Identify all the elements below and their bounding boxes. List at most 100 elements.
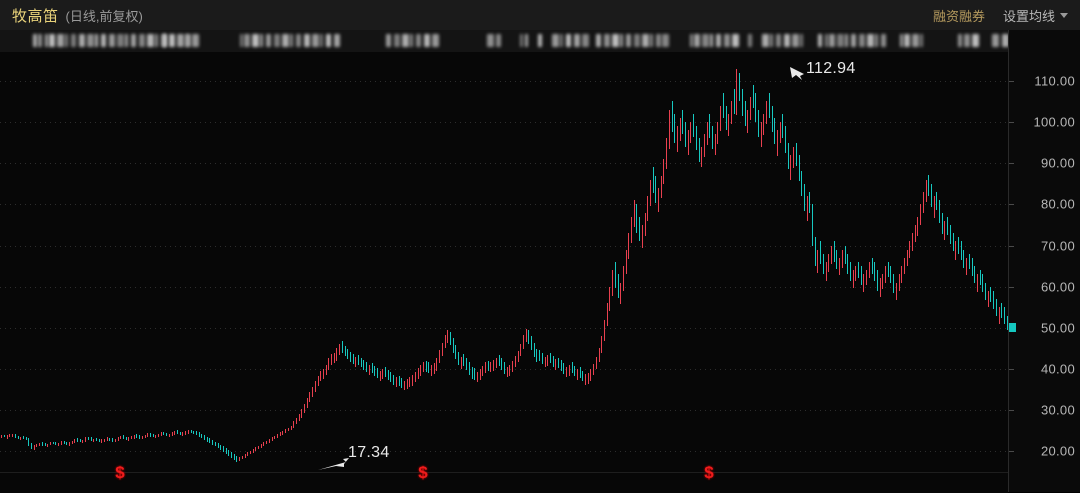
redacted-marker xyxy=(186,34,191,47)
candle-body xyxy=(926,187,927,196)
candle-wick xyxy=(536,349,537,363)
candle-body xyxy=(263,443,264,445)
candle-body xyxy=(347,353,348,357)
candle-body xyxy=(831,251,832,258)
candle-wick xyxy=(585,374,586,385)
candle-body xyxy=(563,368,564,372)
candle-body xyxy=(861,274,862,281)
candle-body xyxy=(101,440,102,442)
redacted-marker xyxy=(972,34,979,47)
candle-wick xyxy=(569,364,570,376)
redacted-marker xyxy=(402,34,409,47)
candle-body xyxy=(353,359,354,362)
candle-body xyxy=(191,431,192,433)
candle-body xyxy=(669,115,670,143)
candle-body xyxy=(974,271,975,280)
redacted-marker xyxy=(520,34,523,47)
candle-body xyxy=(782,126,783,135)
candle-body xyxy=(726,113,727,126)
redacted-marker xyxy=(192,34,199,47)
candle-body xyxy=(253,449,254,452)
candle-body xyxy=(799,161,800,178)
candle-body xyxy=(631,220,632,238)
redacted-marker xyxy=(770,34,773,47)
candle-body xyxy=(747,113,748,122)
candle-body xyxy=(528,333,529,342)
candle-body xyxy=(231,454,232,457)
candle-body xyxy=(790,160,791,165)
candle-body xyxy=(734,104,735,110)
gridline xyxy=(0,80,1008,82)
candle-body xyxy=(404,383,405,386)
dividend-marker[interactable]: $ xyxy=(115,463,125,482)
redacted-marker xyxy=(410,34,413,47)
candle-body xyxy=(182,433,183,435)
candle-body xyxy=(763,117,764,128)
chart-header: 牧高笛 (日线,前复权) 融资融券 设置均线 xyxy=(0,0,1080,30)
candle-body xyxy=(950,230,951,240)
candle-body xyxy=(388,374,389,378)
candle-body xyxy=(642,229,643,238)
candle-body xyxy=(396,380,397,383)
candle-body xyxy=(655,187,656,199)
dividend-marker[interactable]: $ xyxy=(704,463,714,482)
candle-body xyxy=(901,268,902,278)
candle-body xyxy=(36,445,37,447)
candle-body xyxy=(628,237,629,253)
candle-body xyxy=(947,224,948,231)
candle-body xyxy=(169,434,170,436)
candle-body xyxy=(234,456,235,459)
candle-body xyxy=(877,276,878,287)
candle-body xyxy=(501,363,502,368)
candle-body xyxy=(936,200,937,206)
redacted-marker xyxy=(900,34,903,47)
redacted-marker xyxy=(748,34,752,47)
candle-body xyxy=(742,96,743,112)
candle-body xyxy=(507,369,508,372)
redacted-marker xyxy=(240,34,243,47)
redacted-marker xyxy=(125,34,128,47)
price-axis-tick: 20.00 xyxy=(1040,443,1075,459)
candle-wick xyxy=(999,307,1000,324)
candle-body xyxy=(196,433,197,435)
candle-wick xyxy=(620,282,621,304)
candle-wick xyxy=(790,154,791,180)
candle-body xyxy=(942,219,943,230)
redacted-marker xyxy=(792,34,799,47)
dividend-marker[interactable]: $ xyxy=(418,463,428,482)
candle-body xyxy=(274,436,275,439)
candle-body xyxy=(177,432,178,434)
candle-wick xyxy=(499,355,500,366)
redacted-marker xyxy=(859,34,865,47)
redacted-marker xyxy=(177,34,184,47)
candlestick-plot[interactable]: 112.94 17.34 xyxy=(0,52,1008,472)
candle-body xyxy=(855,268,856,275)
candle-body xyxy=(15,434,16,437)
gridline xyxy=(0,245,1008,247)
candle-body xyxy=(445,337,446,346)
candle-body xyxy=(455,350,456,357)
candle-body xyxy=(139,437,140,439)
candle-wick xyxy=(839,257,840,276)
redacted-marker xyxy=(416,34,421,47)
candle-wick xyxy=(507,366,508,378)
redacted-marker xyxy=(487,34,494,47)
chevron-down-icon xyxy=(1060,12,1068,18)
redacted-marker xyxy=(566,34,571,47)
candle-wick xyxy=(461,356,462,370)
high-annotation-arrow-icon xyxy=(780,62,804,80)
candle-body xyxy=(509,367,510,370)
margin-trading-button[interactable]: 融资融券 xyxy=(933,6,985,25)
candle-body xyxy=(796,151,797,162)
candle-body xyxy=(480,371,481,375)
candle-body xyxy=(93,439,94,441)
candle-body xyxy=(850,270,851,277)
candle-body xyxy=(158,434,159,436)
ma-settings-button[interactable]: 设置均线 xyxy=(1003,6,1068,25)
candle-body xyxy=(647,200,648,216)
candle-body xyxy=(99,440,100,442)
redacted-marker xyxy=(724,34,730,47)
candle-body xyxy=(1,435,2,437)
candle-wick xyxy=(807,196,808,221)
candle-body xyxy=(915,229,916,236)
